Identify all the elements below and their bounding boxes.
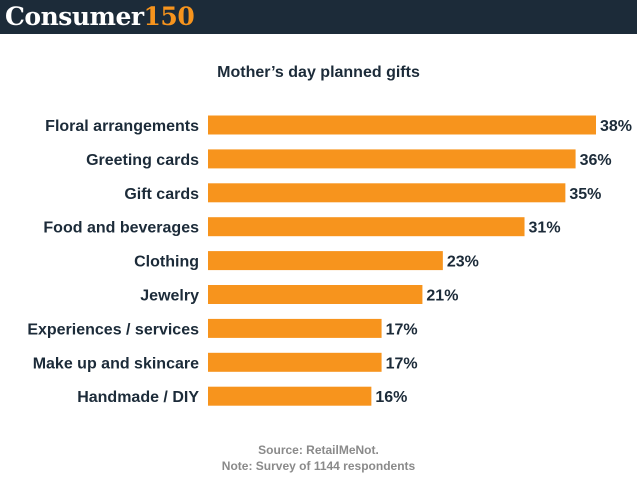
value-label: 31% (529, 220, 561, 237)
category-label: Make up and skincare (33, 355, 199, 372)
category-label: Jewelry (140, 288, 199, 305)
value-label: 38% (600, 118, 632, 135)
category-label: Clothing (134, 254, 199, 271)
value-label: 17% (386, 321, 418, 338)
bar (208, 285, 423, 304)
category-label: Floral arrangements (45, 118, 199, 135)
category-label: Experiences / services (27, 321, 199, 338)
value-label: 16% (375, 389, 407, 406)
bar (208, 251, 443, 271)
bar (208, 183, 566, 203)
chart-title: Mother’s day planned gifts (217, 64, 420, 81)
brand-word: Consumer (5, 2, 144, 31)
bar (208, 352, 382, 372)
category-label: Food and beverages (43, 220, 199, 237)
bar (208, 115, 596, 135)
value-label: 21% (426, 288, 458, 305)
header-bar: Consumer150 (0, 0, 637, 34)
category-label: Gift cards (124, 186, 199, 203)
value-label: 36% (580, 152, 612, 169)
chart-footer: Source: RetailMeNot. Note: Survey of 114… (0, 442, 637, 474)
value-label: 35% (569, 186, 601, 203)
brand-number: 150 (143, 2, 195, 31)
value-label: 23% (447, 254, 479, 271)
bar (208, 149, 576, 169)
brand-logo: Consumer150 (5, 0, 195, 34)
bar (208, 386, 372, 406)
value-label: 17% (386, 355, 418, 372)
category-label: Greeting cards (86, 152, 199, 169)
bar (208, 217, 525, 237)
survey-note: Note: Survey of 1144 respondents (221, 459, 416, 473)
category-label: Handmade / DIY (77, 389, 199, 406)
bar (208, 318, 382, 338)
source-note: Source: RetailMeNot. (258, 443, 379, 457)
